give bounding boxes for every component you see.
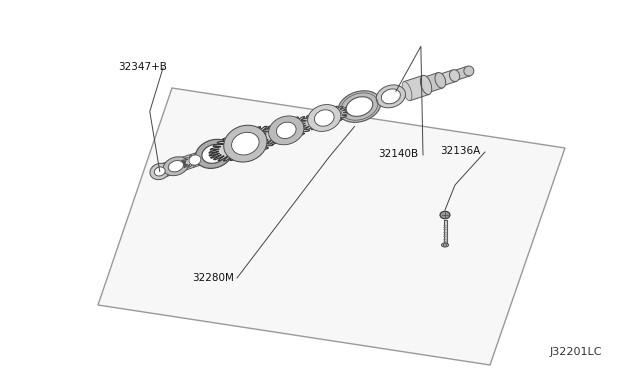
Ellipse shape: [338, 91, 381, 122]
Ellipse shape: [464, 66, 474, 76]
Ellipse shape: [232, 132, 259, 155]
Ellipse shape: [442, 243, 449, 247]
Ellipse shape: [381, 89, 401, 104]
Text: 32347+B: 32347+B: [118, 62, 167, 72]
Text: 32280M: 32280M: [192, 273, 234, 283]
Ellipse shape: [449, 70, 460, 81]
Ellipse shape: [436, 74, 445, 86]
Ellipse shape: [422, 77, 431, 93]
Polygon shape: [424, 73, 443, 93]
Polygon shape: [180, 153, 210, 167]
Ellipse shape: [420, 75, 432, 94]
Ellipse shape: [376, 85, 406, 108]
Polygon shape: [444, 219, 447, 243]
Polygon shape: [300, 106, 349, 130]
Ellipse shape: [168, 161, 184, 172]
Ellipse shape: [189, 155, 201, 165]
Polygon shape: [453, 66, 470, 80]
Ellipse shape: [346, 97, 372, 116]
Polygon shape: [404, 76, 429, 100]
Polygon shape: [209, 126, 282, 161]
Ellipse shape: [163, 157, 189, 176]
Text: 32136A: 32136A: [440, 146, 480, 156]
Ellipse shape: [154, 167, 165, 176]
Ellipse shape: [195, 139, 232, 169]
Ellipse shape: [276, 122, 296, 138]
Ellipse shape: [224, 125, 267, 162]
Polygon shape: [98, 88, 565, 365]
Ellipse shape: [269, 116, 304, 145]
Ellipse shape: [444, 244, 447, 246]
Ellipse shape: [451, 71, 459, 81]
Ellipse shape: [308, 105, 341, 131]
Ellipse shape: [402, 81, 412, 101]
Polygon shape: [258, 117, 315, 144]
Ellipse shape: [150, 163, 170, 180]
Text: 32140B: 32140B: [378, 149, 418, 159]
Polygon shape: [153, 68, 470, 180]
Ellipse shape: [440, 211, 450, 219]
Ellipse shape: [202, 144, 226, 163]
Polygon shape: [438, 70, 456, 86]
Ellipse shape: [314, 110, 334, 126]
Ellipse shape: [435, 73, 445, 88]
Text: J32201LC: J32201LC: [550, 347, 602, 357]
